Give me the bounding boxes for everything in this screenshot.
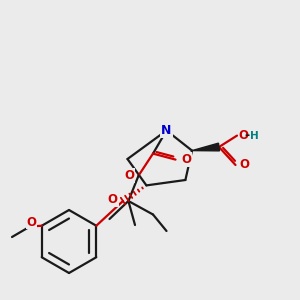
Text: N: N <box>161 124 172 137</box>
Text: O: O <box>124 169 134 182</box>
Text: -: - <box>244 129 250 142</box>
Text: H: H <box>250 130 258 141</box>
Text: O: O <box>181 153 191 166</box>
Text: O: O <box>239 158 249 172</box>
Text: O: O <box>108 193 118 206</box>
Text: O: O <box>26 215 37 229</box>
Polygon shape <box>192 143 220 151</box>
Text: O: O <box>238 129 248 142</box>
